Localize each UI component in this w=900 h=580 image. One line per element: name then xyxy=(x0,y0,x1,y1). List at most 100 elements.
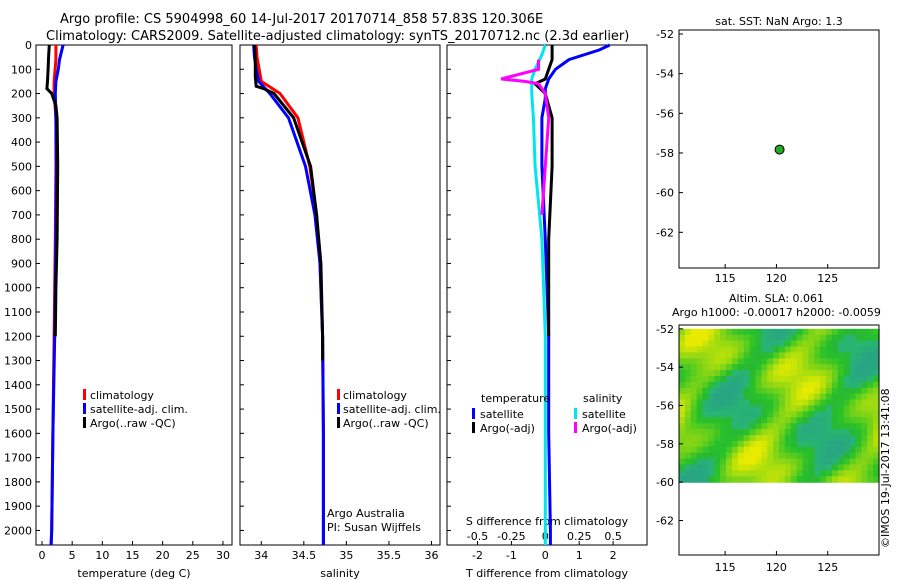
heatmap-cell xyxy=(814,399,821,407)
heatmap-cell xyxy=(802,328,810,336)
heatmap-cell xyxy=(702,340,710,348)
heatmap-cell xyxy=(720,429,727,436)
heatmap-cell xyxy=(749,434,757,442)
heatmap-cell xyxy=(726,446,733,454)
heatmap-cell xyxy=(696,334,704,342)
heatmap-cell xyxy=(755,429,762,436)
heatmap-cell xyxy=(737,446,745,454)
heatmap-cell xyxy=(773,446,780,454)
heatmap-cell xyxy=(755,328,762,336)
heatmap-cell xyxy=(679,476,686,483)
heatmap-cell xyxy=(784,376,792,383)
heatmap-cell xyxy=(784,346,792,354)
heatmap-cell xyxy=(702,387,710,395)
heatmap-cell xyxy=(784,334,792,342)
heatmap-cell xyxy=(684,434,692,442)
heatmap-cell xyxy=(761,434,768,442)
heatmap-cell xyxy=(814,411,821,418)
heatmap-cell xyxy=(690,358,698,365)
heatmap-cell xyxy=(779,328,786,336)
heatmap-cell xyxy=(737,429,745,436)
heatmap-cell xyxy=(755,417,762,424)
heatmap-cell xyxy=(767,352,774,359)
heatmap-cell xyxy=(826,399,833,407)
heatmap-cell xyxy=(784,452,792,460)
heatmap-cell xyxy=(843,334,851,342)
heatmap-cell xyxy=(743,417,751,424)
heatmap-cell xyxy=(861,381,868,389)
heatmap-cell xyxy=(726,476,733,483)
heatmap-cell xyxy=(861,446,868,454)
heatmap-cell xyxy=(796,376,804,383)
heatmap-cell xyxy=(826,387,833,395)
heatmap-cell xyxy=(743,387,751,395)
heatmap-cell xyxy=(849,411,857,418)
heatmap-cell xyxy=(779,476,786,483)
heatmap-cell xyxy=(779,470,786,477)
heatmap-cell xyxy=(843,452,851,460)
heatmap-cell xyxy=(831,334,839,342)
heatmap-cell xyxy=(714,387,721,395)
heatmap-cell xyxy=(784,423,792,430)
heatmap-cell xyxy=(837,346,845,354)
heatmap-cell xyxy=(820,352,827,359)
heatmap-cell xyxy=(790,464,798,471)
heatmap-cell xyxy=(831,346,839,354)
heatmap-cell xyxy=(726,405,733,412)
heatmap-cell xyxy=(873,399,880,407)
heatmap-cell xyxy=(790,376,798,383)
heatmap-cell xyxy=(814,405,821,412)
heatmap-cell xyxy=(873,328,880,336)
heatmap-cell xyxy=(831,464,839,471)
x-tick-label: 15 xyxy=(125,549,139,562)
heatmap-cell xyxy=(779,411,786,418)
heatmap-cell xyxy=(731,364,739,371)
heatmap-cell xyxy=(837,328,845,336)
heatmap-cell xyxy=(831,352,839,359)
heatmap-cell xyxy=(702,352,710,359)
heatmap-cell xyxy=(867,340,874,348)
heatmap-cell xyxy=(796,358,804,365)
heatmap-cell xyxy=(708,458,715,466)
y-tick-label: -52 xyxy=(656,28,674,41)
heatmap-cell xyxy=(702,334,710,342)
heatmap-cell xyxy=(749,376,757,383)
heatmap-cell xyxy=(743,434,751,442)
heatmap-cell xyxy=(773,346,780,354)
heatmap-cell xyxy=(837,429,845,436)
x-tick-label: 34.5 xyxy=(292,549,317,562)
heatmap-cell xyxy=(726,370,733,377)
heatmap-cell xyxy=(814,340,821,348)
heatmap-cell xyxy=(708,376,715,383)
heatmap-cell xyxy=(743,340,751,348)
heatmap-cell xyxy=(714,376,721,383)
heatmap-cell xyxy=(679,411,686,418)
heatmap-cell xyxy=(820,476,827,483)
heatmap-cell xyxy=(802,458,810,466)
heatmap-cell xyxy=(873,376,880,383)
heatmap-cell xyxy=(779,440,786,448)
heatmap-cell xyxy=(737,476,745,483)
heatmap-cell xyxy=(831,470,839,477)
heatmap-cell xyxy=(761,346,768,354)
heatmap-cell xyxy=(784,434,792,442)
heatmap-cell xyxy=(755,411,762,418)
heatmap-cell xyxy=(820,452,827,460)
legend-swatch xyxy=(574,408,577,419)
heatmap-cell xyxy=(767,364,774,371)
heatmap-cell xyxy=(767,340,774,348)
heatmap-cell xyxy=(749,352,757,359)
heatmap-cell xyxy=(820,334,827,342)
heatmap-cell xyxy=(679,358,686,365)
heatmap-cell xyxy=(855,452,862,460)
heatmap-cell xyxy=(843,381,851,389)
heatmap-cell xyxy=(784,393,792,401)
heatmap-cell xyxy=(684,470,692,477)
heatmap-cell xyxy=(826,370,833,377)
s-tick-label: 0.25 xyxy=(567,530,592,543)
heatmap-cell xyxy=(773,434,780,442)
heatmap-cell xyxy=(796,405,804,412)
heatmap-cell xyxy=(731,381,739,389)
heatmap-cell xyxy=(855,476,862,483)
heatmap-cell xyxy=(702,440,710,448)
